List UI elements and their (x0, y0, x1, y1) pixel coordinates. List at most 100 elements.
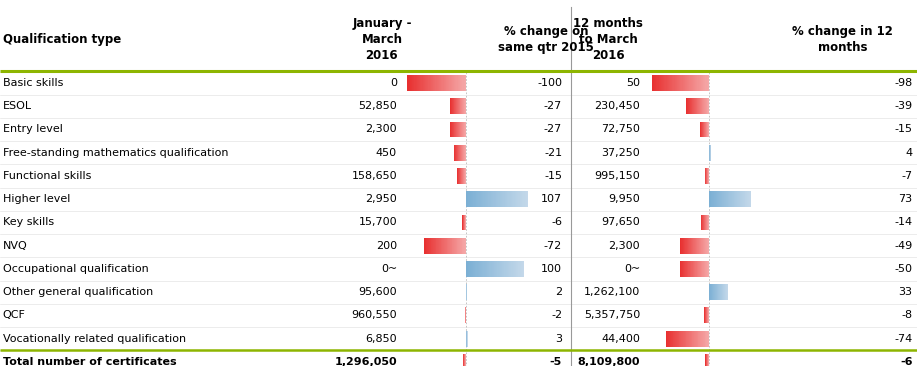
Bar (652, 75, 653, 91)
Bar (418, 75, 419, 91)
Bar (517, 261, 518, 277)
Text: 12 months
to March
2016: 12 months to March 2016 (573, 17, 643, 62)
Bar (497, 191, 498, 207)
Bar (433, 75, 435, 91)
Bar (473, 261, 474, 277)
Bar (696, 75, 698, 91)
Bar (443, 75, 444, 91)
Bar (662, 75, 663, 91)
Bar (503, 261, 504, 277)
Bar (467, 261, 469, 277)
Bar (476, 261, 478, 277)
Text: -6: -6 (551, 217, 562, 227)
Bar (517, 191, 518, 207)
Bar (415, 75, 417, 91)
Bar (496, 191, 497, 207)
Bar (410, 75, 411, 91)
Bar (500, 261, 501, 277)
Bar (475, 191, 476, 207)
Bar (507, 191, 508, 207)
Bar (513, 261, 514, 277)
Bar (693, 75, 694, 91)
Bar (507, 261, 508, 277)
Bar (0, 350, 917, 366)
Bar (679, 75, 680, 91)
Bar (494, 261, 495, 277)
Bar (502, 261, 503, 277)
Bar (460, 75, 461, 91)
Bar (0, 95, 917, 118)
Bar (417, 75, 418, 91)
Text: Other general qualification: Other general qualification (3, 287, 153, 297)
Text: 33: 33 (899, 287, 912, 297)
Text: QCF: QCF (3, 310, 26, 320)
Text: Qualification type: Qualification type (3, 33, 121, 46)
Bar (668, 75, 670, 91)
Bar (703, 75, 704, 91)
Text: 8,109,800: 8,109,800 (578, 357, 640, 366)
Bar (445, 75, 446, 91)
Text: 2,300: 2,300 (366, 124, 397, 134)
Bar (653, 75, 654, 91)
Bar (0, 164, 917, 188)
Bar (469, 191, 470, 207)
Bar (419, 75, 420, 91)
Text: 73: 73 (899, 194, 912, 204)
Bar (501, 261, 502, 277)
Bar (702, 75, 703, 91)
Text: Occupational qualification: Occupational qualification (3, 264, 149, 274)
Bar (465, 75, 466, 91)
Bar (689, 75, 690, 91)
Bar (699, 75, 700, 91)
Bar (407, 75, 409, 91)
Text: Functional skills: Functional skills (3, 171, 91, 181)
Bar (680, 75, 681, 91)
Bar (704, 75, 705, 91)
Text: Key skills: Key skills (3, 217, 54, 227)
Bar (449, 75, 450, 91)
Bar (420, 75, 422, 91)
Bar (481, 261, 482, 277)
Text: -27: -27 (544, 101, 562, 111)
Text: 6,850: 6,850 (366, 334, 397, 344)
Bar (522, 191, 524, 207)
Text: Total number of certificates: Total number of certificates (3, 357, 176, 366)
Bar (684, 75, 685, 91)
Bar (690, 75, 691, 91)
Bar (701, 75, 702, 91)
Bar (426, 75, 427, 91)
Bar (675, 75, 676, 91)
Text: 5,357,750: 5,357,750 (584, 310, 640, 320)
Bar (525, 191, 527, 207)
Bar (681, 75, 682, 91)
Bar (478, 261, 479, 277)
Text: 200: 200 (376, 241, 397, 251)
Bar (0, 304, 917, 327)
Bar (501, 191, 502, 207)
Bar (0, 141, 917, 164)
Bar (470, 261, 471, 277)
Bar (698, 75, 699, 91)
Bar (515, 191, 517, 207)
Bar (492, 191, 493, 207)
Text: 0~: 0~ (381, 264, 397, 274)
Bar (493, 191, 494, 207)
Bar (427, 75, 428, 91)
Bar (453, 75, 454, 91)
Text: Basic skills: Basic skills (3, 78, 63, 88)
Bar (523, 261, 525, 277)
Bar (450, 75, 452, 91)
Bar (678, 75, 679, 91)
Bar (412, 75, 414, 91)
Bar (654, 75, 655, 91)
Bar (664, 75, 666, 91)
Bar (512, 191, 514, 207)
Bar (694, 75, 695, 91)
Text: January -
March
2016: January - March 2016 (352, 17, 412, 62)
Text: -74: -74 (894, 334, 912, 344)
Bar (441, 75, 443, 91)
Bar (440, 75, 441, 91)
Bar (524, 191, 525, 207)
Text: 97,650: 97,650 (602, 217, 640, 227)
Bar (518, 261, 520, 277)
